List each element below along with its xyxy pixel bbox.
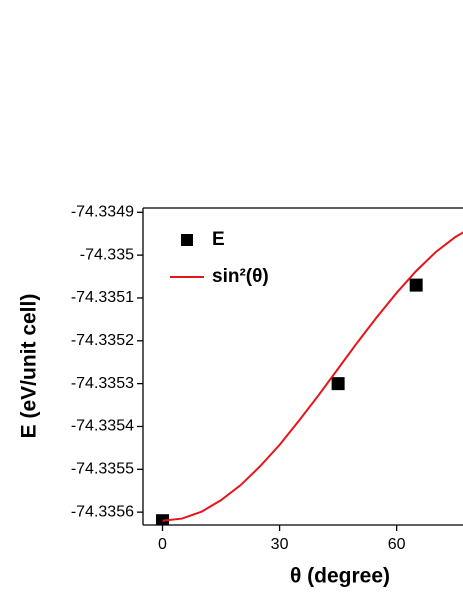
y-tick-label: -74.3351 bbox=[71, 289, 134, 306]
x-tick-label: 60 bbox=[388, 536, 406, 553]
y-tick-label: -74.3352 bbox=[71, 332, 134, 349]
marker bbox=[156, 514, 170, 525]
x-axis-label: θ (degree) bbox=[290, 565, 390, 588]
curve bbox=[162, 231, 463, 522]
marker bbox=[409, 278, 423, 292]
y-tick-label: -74.3353 bbox=[71, 375, 134, 392]
y-tick-label: -74.3356 bbox=[71, 503, 134, 520]
y-tick-label: -74.3349 bbox=[71, 204, 134, 221]
y-tick-label: -74.335 bbox=[80, 246, 134, 263]
marker bbox=[331, 377, 345, 391]
legend-marker bbox=[181, 234, 193, 246]
x-tick-label: 0 bbox=[158, 536, 167, 553]
y-axis-label: E (eV/unit cell) bbox=[18, 294, 41, 439]
x-tick-label: 30 bbox=[271, 536, 289, 553]
plot-area bbox=[156, 231, 463, 525]
legend-label: sin²(θ) bbox=[212, 266, 269, 287]
y-tick-label: -74.3354 bbox=[71, 418, 134, 435]
legend-label: E bbox=[212, 229, 225, 250]
y-tick-label: -74.3355 bbox=[71, 461, 134, 478]
